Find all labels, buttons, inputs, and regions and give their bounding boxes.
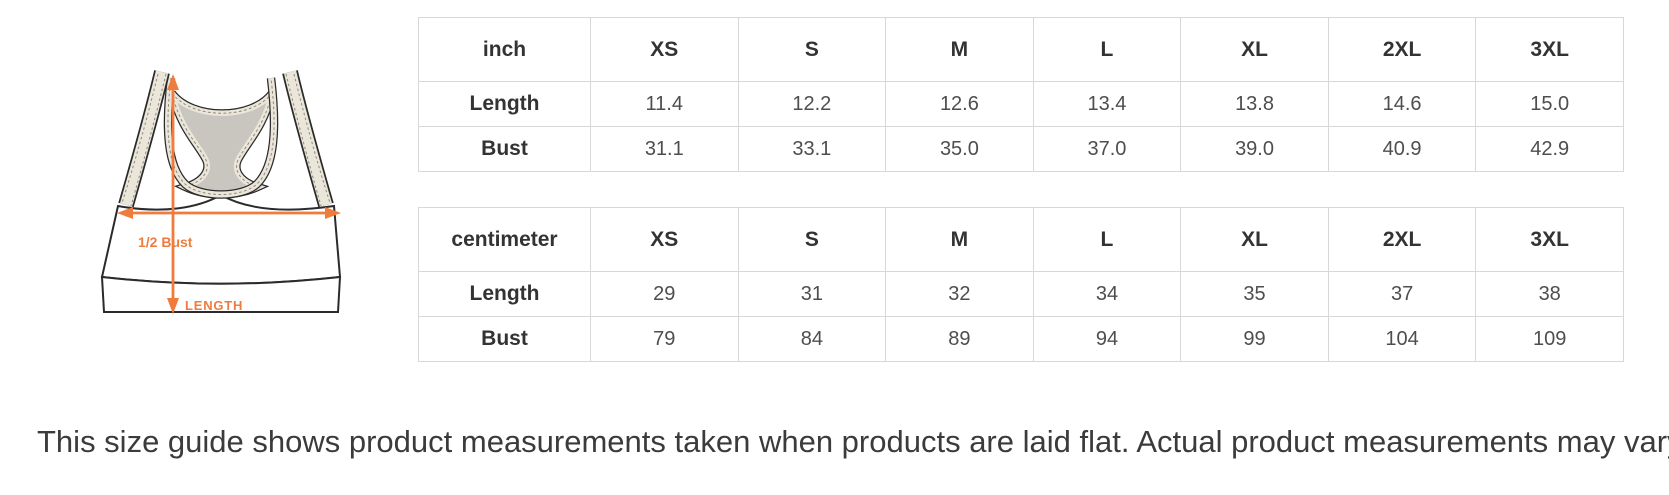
- measurement-arrows: 1/2 Bust LENGTH: [117, 74, 341, 314]
- measurement-row-label: Bust: [418, 126, 591, 172]
- measurement-cell: 99: [1180, 316, 1329, 362]
- bra-bottom-band: [100, 275, 342, 313]
- bra-illustration: [100, 70, 342, 313]
- measurement-cell: 35.0: [885, 126, 1034, 172]
- length-arrowhead-bottom: [167, 298, 179, 314]
- size-column-header: M: [885, 17, 1034, 82]
- left-strap-stitching: [121, 73, 159, 204]
- measurement-cell: 34: [1032, 271, 1182, 317]
- bust-measure-label: 1/2 Bust: [138, 234, 193, 250]
- size-tables: inch XS S M L XL 2XL 3XL Length 11.4 12.2 12.6 13.4 1…: [418, 17, 1624, 362]
- measurement-row-label: Bust: [418, 316, 591, 362]
- size-column-header: XS: [590, 207, 739, 272]
- measurement-cell: 89: [885, 316, 1034, 362]
- size-column-header: 2XL: [1327, 17, 1477, 82]
- measurement-row: Bust 31.1 33.1 35.0 37.0 39.0 40.9 42.9: [418, 126, 1624, 172]
- size-guide-note: This size guide shows product measuremen…: [37, 424, 1669, 459]
- measurement-cell: 14.6: [1327, 81, 1477, 127]
- product-measurement-diagram: 1/2 Bust LENGTH: [100, 70, 342, 314]
- size-column-header: L: [1032, 207, 1182, 272]
- right-strap-stitching: [285, 73, 322, 207]
- measurement-cell: 32: [885, 271, 1034, 317]
- measurement-cell: 13.8: [1180, 81, 1329, 127]
- size-column-header: M: [885, 207, 1034, 272]
- bust-arrowhead-right: [325, 207, 341, 219]
- measurement-row-label: Length: [418, 81, 591, 127]
- size-table-header-row: inch XS S M L XL 2XL 3XL: [418, 17, 1624, 82]
- measurement-cell: 37: [1327, 271, 1477, 317]
- measurement-cell: 33.1: [737, 126, 887, 172]
- measurement-cell: 42.9: [1475, 126, 1624, 172]
- measurement-cell: 12.6: [885, 81, 1034, 127]
- size-column-header: 3XL: [1475, 17, 1624, 82]
- measurement-cell: 31: [737, 271, 887, 317]
- size-column-header: XL: [1180, 207, 1329, 272]
- right-strap-stitching: [293, 73, 331, 204]
- measurement-cell: 84: [737, 316, 887, 362]
- measurement-row: Bust 79 84 89 94 99 104 109: [418, 316, 1624, 362]
- size-column-header: S: [737, 17, 887, 82]
- measurement-row: Length 29 31 32 34 35 37 38: [418, 271, 1624, 317]
- measurement-cell: 40.9: [1327, 126, 1477, 172]
- measurement-row-label: Length: [418, 271, 591, 317]
- measurement-cell: 35: [1180, 271, 1329, 317]
- measurement-cell: 39.0: [1180, 126, 1329, 172]
- size-column-header: XS: [590, 17, 739, 82]
- measurement-cell: 29: [590, 271, 739, 317]
- size-column-header: 2XL: [1327, 207, 1477, 272]
- measurement-cell: 104: [1327, 316, 1477, 362]
- size-column-header: S: [737, 207, 887, 272]
- size-table-header-row: centimeter XS S M L XL 2XL 3XL: [418, 207, 1624, 272]
- size-column-header: L: [1032, 17, 1182, 82]
- racerback-panel-stitching: [171, 92, 273, 195]
- measurement-cell: 37.0: [1032, 126, 1182, 172]
- length-measure-label: LENGTH: [185, 298, 243, 313]
- neckline-trim-stitching: [167, 77, 275, 195]
- length-arrowhead-top: [167, 74, 179, 90]
- size-column-header: XL: [1180, 17, 1329, 82]
- size-table-centimeter: centimeter XS S M L XL 2XL 3XL Length 29 31 32 34 35 3…: [418, 207, 1624, 362]
- unit-header: centimeter: [418, 207, 591, 272]
- measurement-row: Length 11.4 12.2 12.6 13.4 13.8 14.6 15.0: [418, 81, 1624, 127]
- measurement-cell: 109: [1475, 316, 1624, 362]
- left-strap: [119, 70, 169, 207]
- measurement-cell: 38: [1475, 271, 1624, 317]
- measurement-cell: 12.2: [737, 81, 887, 127]
- measurement-cell: 15.0: [1475, 81, 1624, 127]
- measurement-cell: 13.4: [1032, 81, 1182, 127]
- right-strap: [283, 70, 333, 207]
- measurement-cell: 94: [1032, 316, 1182, 362]
- size-table-inch: inch XS S M L XL 2XL 3XL Length 11.4 12.2 12.6 13.4 1…: [418, 17, 1624, 172]
- size-column-header: 3XL: [1475, 207, 1624, 272]
- measurement-cell: 79: [590, 316, 739, 362]
- left-strap-stitching: [130, 73, 167, 207]
- measurement-cell: 31.1: [590, 126, 739, 172]
- bust-arrowhead-left: [117, 207, 133, 219]
- measurement-cell: 11.4: [590, 81, 739, 127]
- unit-header: inch: [418, 17, 591, 82]
